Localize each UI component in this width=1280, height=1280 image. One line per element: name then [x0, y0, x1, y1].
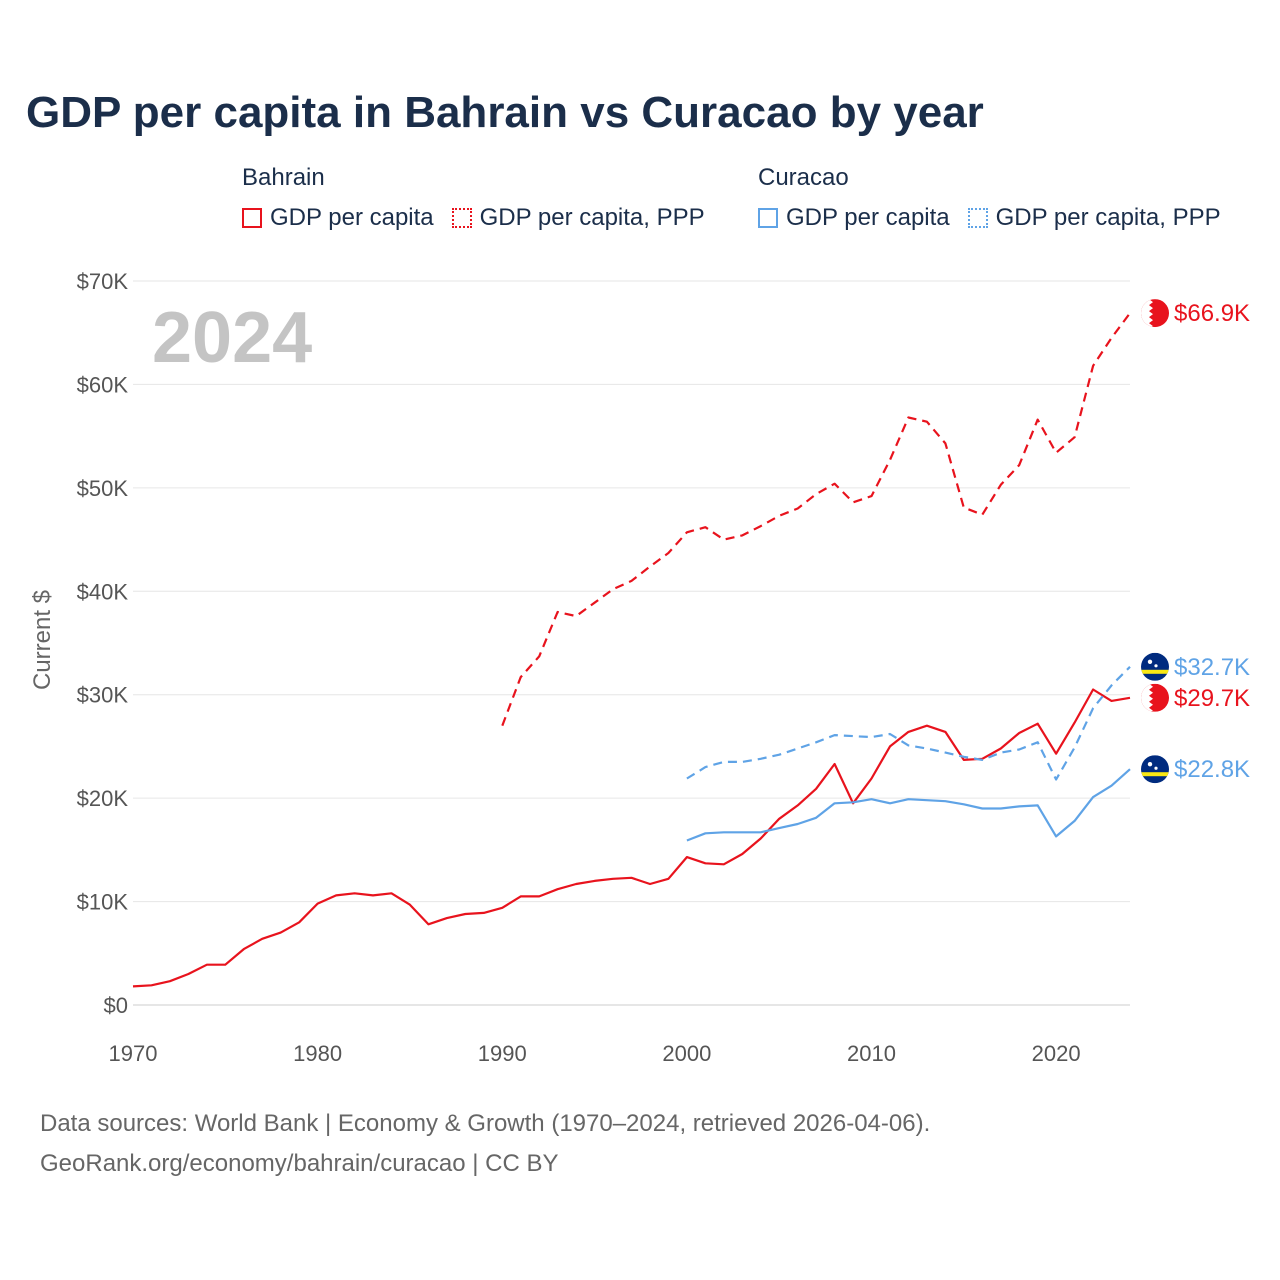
y-tick-label: $10K — [77, 890, 129, 915]
grid — [133, 280, 1130, 1006]
legend-item-curacao-gdp[interactable]: GDP per capita — [758, 204, 950, 232]
y-tick-label: $30K — [77, 683, 129, 708]
x-tick-label: 1980 — [293, 1041, 342, 1066]
year-label: 2024 — [152, 298, 312, 378]
legend-item-bahrain-gdp[interactable]: GDP per capita — [242, 204, 434, 232]
series-line-bahrain-gdp-per-capita-ppp[interactable] — [501, 312, 1131, 727]
y-tick-label: $70K — [77, 269, 129, 294]
x-tick-label: 2000 — [662, 1041, 711, 1066]
x-tick-label: 1990 — [478, 1041, 527, 1066]
legend-swatch-dotted — [967, 208, 988, 228]
legend-label: GDP per capita — [270, 204, 434, 231]
series-line-curacao-gdp-per-capita[interactable] — [686, 768, 1131, 842]
curacao-flag-icon — [1141, 652, 1169, 681]
legend-swatch-solid — [758, 208, 778, 228]
legend-label: GDP per capita, PPP — [479, 204, 705, 231]
legend-group-name: Bahrain — [242, 164, 325, 191]
x-tick-label: 2020 — [1032, 1041, 1081, 1066]
legend-group-curacao: Curacao GDP per capita GDP per capita, P… — [758, 160, 1239, 240]
bahrain-flag-icon — [1141, 683, 1169, 712]
bahrain-flag-icon — [1141, 299, 1169, 328]
footer-link[interactable]: GeoRank.org/economy/bahrain/curacao | CC… — [40, 1150, 559, 1177]
x-tick-label: 2010 — [847, 1041, 896, 1066]
end-labels: $29.7K $66.9K $22.8K $32.7K — [1141, 299, 1250, 784]
legend-group-bahrain: Bahrain GDP per capita GDP per capita, P… — [242, 160, 723, 240]
legend-swatch-solid — [242, 208, 262, 228]
footer: Data sources: World Bank | Economy & Gro… — [40, 1104, 930, 1184]
end-value-label: $32.7K — [1174, 654, 1250, 681]
legend-item-curacao-gdp-ppp[interactable]: GDP per capita, PPP — [967, 204, 1221, 232]
end-value-label: $29.7K — [1174, 685, 1250, 712]
y-axis-label: Current $ — [29, 590, 56, 690]
y-tick-label: $40K — [77, 579, 129, 604]
legend-label: GDP per capita, PPP — [995, 204, 1221, 231]
curacao-flag-icon — [1141, 755, 1169, 784]
series-line-bahrain-gdp-per-capita[interactable] — [132, 688, 1131, 988]
y-tick-label: $20K — [77, 786, 129, 811]
legend-item-bahrain-gdp-ppp[interactable]: GDP per capita, PPP — [451, 204, 705, 232]
legend-label: GDP per capita — [786, 204, 950, 231]
end-value-label: $66.9K — [1174, 300, 1250, 327]
x-tick-label: 1970 — [109, 1041, 158, 1066]
series-line-curacao-gdp-per-capita-ppp[interactable] — [686, 666, 1131, 781]
legend-group-name: Curacao — [758, 164, 849, 191]
y-tick-label: $60K — [77, 372, 129, 397]
y-tick-label: $0 — [104, 993, 128, 1018]
series — [132, 312, 1131, 988]
legend-swatch-dotted — [451, 208, 472, 228]
footer-sources: Data sources: World Bank | Economy & Gro… — [40, 1110, 931, 1137]
end-value-label: $22.8K — [1174, 756, 1250, 783]
y-tick-label: $50K — [77, 476, 129, 501]
axes: $0 $10K $20K $30K $40K $50K $60K $70K 1970 1980 19… — [77, 269, 1081, 1066]
chart-title: GDP per capita in Bahrain vs Curacao by … — [26, 88, 984, 137]
